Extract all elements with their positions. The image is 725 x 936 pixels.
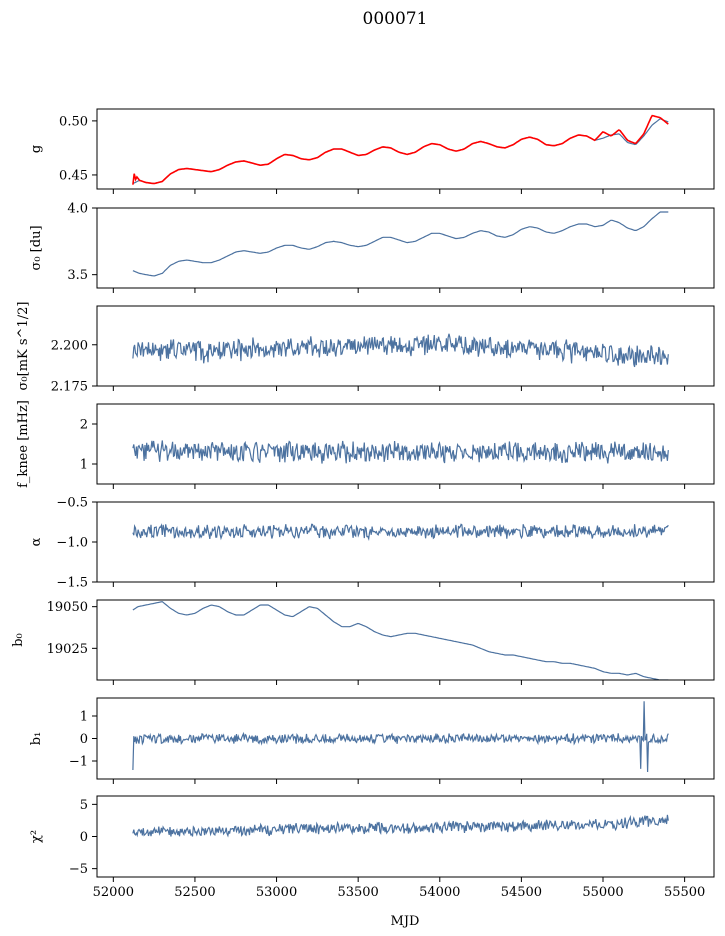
x-tick-label: 55500	[664, 885, 705, 900]
series-line	[132, 211, 669, 277]
y-tick-label: 1	[80, 458, 88, 473]
axes-frame	[96, 108, 715, 190]
y-tick-label: 3.5	[67, 268, 88, 283]
panel-6: 19050 19025 b₀	[11, 599, 715, 685]
series-line-highlight	[132, 114, 669, 185]
panel-7: 1 0 −1 b₁	[29, 697, 715, 784]
axes-frame	[96, 403, 715, 485]
y-axis-label: b₁	[29, 732, 44, 746]
x-tick-label: 54000	[419, 885, 460, 900]
y-tick-label: 1	[80, 710, 88, 725]
y-tick-label: −5	[69, 862, 88, 877]
y-tick-label: 0	[80, 830, 88, 845]
axes-frame	[96, 305, 715, 387]
panel-3: 2.200 2.175 σ₀[mK s^1/2]	[16, 302, 715, 395]
y-tick-label: 5	[80, 798, 88, 813]
panel-4: 2 1 f_knee [mHz]	[16, 400, 715, 489]
y-tick-label: −1	[69, 755, 88, 770]
series-line	[132, 701, 669, 773]
x-tick-label: 54500	[501, 885, 542, 900]
x-tick-label: 53500	[337, 885, 378, 900]
y-tick-label: −0.5	[56, 496, 88, 511]
y-axis-label: σ₀[mK s^1/2]	[16, 302, 31, 391]
y-axis-label: α	[29, 537, 44, 546]
y-axis-label: χ²	[29, 830, 44, 843]
axes-frame	[96, 795, 715, 878]
y-tick-label: 2.175	[51, 380, 88, 395]
axes-frame	[96, 501, 715, 583]
series-line	[132, 333, 669, 368]
y-tick-label: 0.50	[59, 114, 88, 129]
panel-2: 4.0 3.5 σ₀ [du]	[29, 202, 715, 293]
series-line	[132, 523, 669, 542]
series-line	[132, 601, 669, 680]
x-axis-label: MJD	[391, 914, 420, 929]
series-line	[132, 118, 669, 185]
axes-frame	[96, 599, 715, 681]
y-tick-label: 19025	[47, 642, 88, 657]
y-axis-label: g	[29, 145, 44, 153]
x-tick-label: 52000	[93, 885, 134, 900]
x-tick-label: 53000	[256, 885, 297, 900]
y-tick-label: −1.5	[56, 576, 88, 591]
y-tick-label: 2	[80, 418, 88, 433]
panel-5: −0.5 −1.0 −1.5 α	[29, 496, 715, 591]
series-line	[132, 814, 669, 838]
y-tick-label: 4.0	[67, 202, 88, 217]
x-tick-label: 52500	[174, 885, 215, 900]
y-axis-label: σ₀ [du]	[29, 225, 44, 270]
y-axis-label: b₀	[11, 633, 26, 647]
panels: 0.50 0.45 g 4.0 3.5 σ₀ [du] 2.200 2.175 σ₀[mK s^…	[11, 108, 715, 900]
panel-8: 52000 52500 53000 53500 54000 54500 55000 55500…	[29, 795, 715, 900]
axes-frame	[96, 207, 715, 289]
y-tick-label: 0	[80, 732, 88, 747]
y-tick-label: 19050	[47, 600, 88, 615]
panel-1: 0.50 0.45 g	[29, 108, 715, 194]
figure-title: 000071	[363, 9, 428, 29]
series-line	[132, 440, 669, 464]
y-tick-label: −1.0	[56, 536, 88, 551]
x-tick-label: 55000	[582, 885, 623, 900]
y-tick-label: 2.200	[51, 338, 88, 353]
y-tick-label: 0.45	[59, 168, 88, 183]
y-axis-label: f_knee [mHz]	[16, 400, 31, 488]
